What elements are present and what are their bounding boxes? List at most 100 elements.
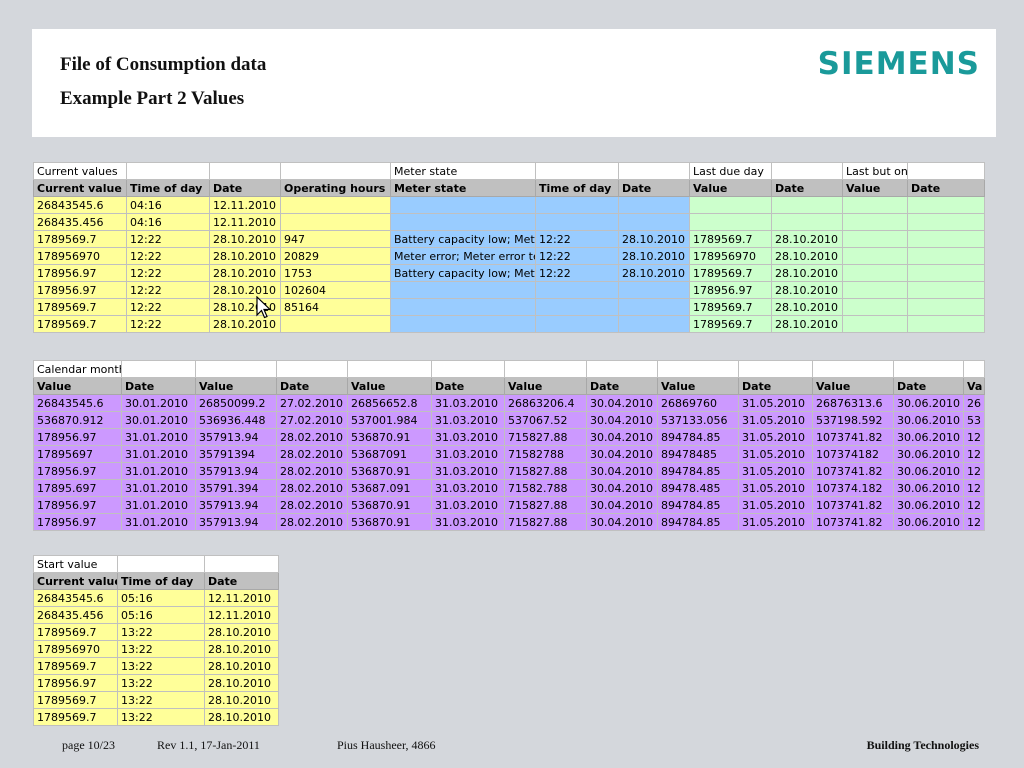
- table-cell: [842, 281, 908, 299]
- table-cell: Value: [504, 377, 587, 395]
- slide-title: File of Consumption data: [60, 54, 267, 75]
- table-cell: 107374.182: [812, 479, 894, 497]
- table-cell: 178956970: [33, 640, 118, 658]
- table-cell: 357913.94: [195, 513, 277, 531]
- table-cell: 178956.97: [33, 281, 127, 299]
- table-cell: Value: [195, 377, 277, 395]
- table-row: 26843545.6 30.01.2010 26850099.2 27.02.2010…: [33, 394, 985, 412]
- table-cell: Date: [209, 179, 281, 197]
- table-cell: [771, 196, 843, 214]
- table-cell: [907, 247, 985, 265]
- table-cell: Meter error; Meter error text: [390, 247, 536, 265]
- table-cell: 28.10.2010: [209, 281, 281, 299]
- table-cell: 1073741.82: [812, 513, 894, 531]
- table-cell: 178956.97: [33, 462, 122, 480]
- column-header-row: Value Date Value Date Value Date Value Date Valu…: [33, 377, 985, 395]
- table-cell: 30.06.2010: [893, 428, 964, 446]
- table-cell: 31.03.2010: [431, 411, 505, 429]
- table-cell: 30.06.2010: [893, 394, 964, 412]
- table-cell: [535, 281, 619, 299]
- table-cell: [280, 315, 391, 333]
- table-cell: 1073741.82: [812, 428, 894, 446]
- table-row: 268435.456 04:16 12.11.2010: [33, 213, 985, 231]
- footer-division: Building Technologies: [866, 738, 979, 752]
- table-cell: 30.04.2010: [586, 513, 658, 531]
- footer-page: page 10/23: [62, 738, 115, 752]
- table-cell: 28.10.2010: [209, 315, 281, 333]
- table-cell: 12: [963, 462, 985, 480]
- table-cell: 28.10.2010: [204, 623, 279, 641]
- table-cell: 31.03.2010: [431, 445, 505, 463]
- table-cell: [907, 162, 985, 180]
- table-cell: 178956.97: [33, 674, 118, 692]
- table-cell: 178956.97: [33, 428, 122, 446]
- table-cell: 12: [963, 428, 985, 446]
- table-cell: [535, 298, 619, 316]
- table-cell: 1789569.7: [689, 264, 772, 282]
- table-row: 1789569.7 12:22 28.10.2010 947 Battery capac…: [33, 230, 985, 248]
- table-cell: [842, 230, 908, 248]
- table-cell: 26856652.8: [347, 394, 432, 412]
- table-cell: Last but one due day: [842, 162, 908, 180]
- table-cell: 12: [963, 496, 985, 514]
- table-cell: 894784.85: [657, 496, 739, 514]
- table-cell: 102604: [280, 281, 391, 299]
- table-cell: 28.02.2010: [276, 445, 348, 463]
- table-cell: 178956.97: [33, 496, 122, 514]
- table-cell: 30.04.2010: [586, 428, 658, 446]
- table-cell: [390, 315, 536, 333]
- table-cell: 12:22: [126, 264, 210, 282]
- table-cell: 107374182: [812, 445, 894, 463]
- table-cell: Time of day: [535, 179, 619, 197]
- table-cell: 53687.091: [347, 479, 432, 497]
- table-cell: 31.01.2010: [121, 428, 196, 446]
- table-cell: 28.10.2010: [771, 247, 843, 265]
- table-cell: [618, 281, 690, 299]
- table-cell: 26843545.6: [33, 589, 118, 607]
- table-cell: Date: [121, 377, 196, 395]
- table-cell: 31.03.2010: [431, 479, 505, 497]
- table-cell: [907, 264, 985, 282]
- column-header-row: Current value Time of day Date Operating ho…: [33, 179, 985, 197]
- table-cell: 894784.85: [657, 462, 739, 480]
- table-row: 1789569.7 12:22 28.10.2010 1789569.7 28.10.2…: [33, 315, 985, 333]
- table-cell: 13:22: [117, 640, 205, 658]
- table-cell: 1073741.82: [812, 496, 894, 514]
- table-cell: Battery capacity low; Meter: [390, 264, 536, 282]
- table-cell: 26843545.6: [33, 196, 127, 214]
- table-cell: 31.01.2010: [121, 513, 196, 531]
- table-cell: 537001.984: [347, 411, 432, 429]
- table-cell: [689, 213, 772, 231]
- table-cell: 31.05.2010: [738, 462, 813, 480]
- table-cell: [842, 298, 908, 316]
- table-cell: 28.02.2010: [276, 462, 348, 480]
- table-cell: 20829: [280, 247, 391, 265]
- mouse-pointer-icon: [256, 296, 272, 319]
- table-cell: 31.05.2010: [738, 445, 813, 463]
- table-row: 268435.456 05:16 12.11.2010: [33, 606, 279, 624]
- table-cell: 53: [963, 411, 985, 429]
- table-cell: 1073741.82: [812, 462, 894, 480]
- table-cell: 537067.52: [504, 411, 587, 429]
- table-cell: 28.10.2010: [204, 691, 279, 709]
- table-cell: 1789569.7: [33, 230, 127, 248]
- calendar-monthly-values-table: Calendar monthly valuesValueDateValueDat…: [33, 360, 985, 531]
- table-cell: 12:22: [126, 315, 210, 333]
- table-cell: [689, 196, 772, 214]
- table-cell: [771, 213, 843, 231]
- table-cell: 05:16: [117, 606, 205, 624]
- table-cell: [618, 298, 690, 316]
- table-cell: 13:22: [117, 674, 205, 692]
- table-cell: 13:22: [117, 691, 205, 709]
- table-cell: 1789569.7: [689, 315, 772, 333]
- table-cell: 30.06.2010: [893, 445, 964, 463]
- table-cell: 31.05.2010: [738, 479, 813, 497]
- table-cell: 12:22: [535, 247, 619, 265]
- table-cell: 12.11.2010: [204, 589, 279, 607]
- table-cell: 71582788: [504, 445, 587, 463]
- table-cell: Date: [276, 377, 348, 395]
- table-cell: [117, 555, 205, 573]
- table-cell: 30.04.2010: [586, 394, 658, 412]
- table-cell: 894784.85: [657, 513, 739, 531]
- table-cell: 28.10.2010: [618, 230, 690, 248]
